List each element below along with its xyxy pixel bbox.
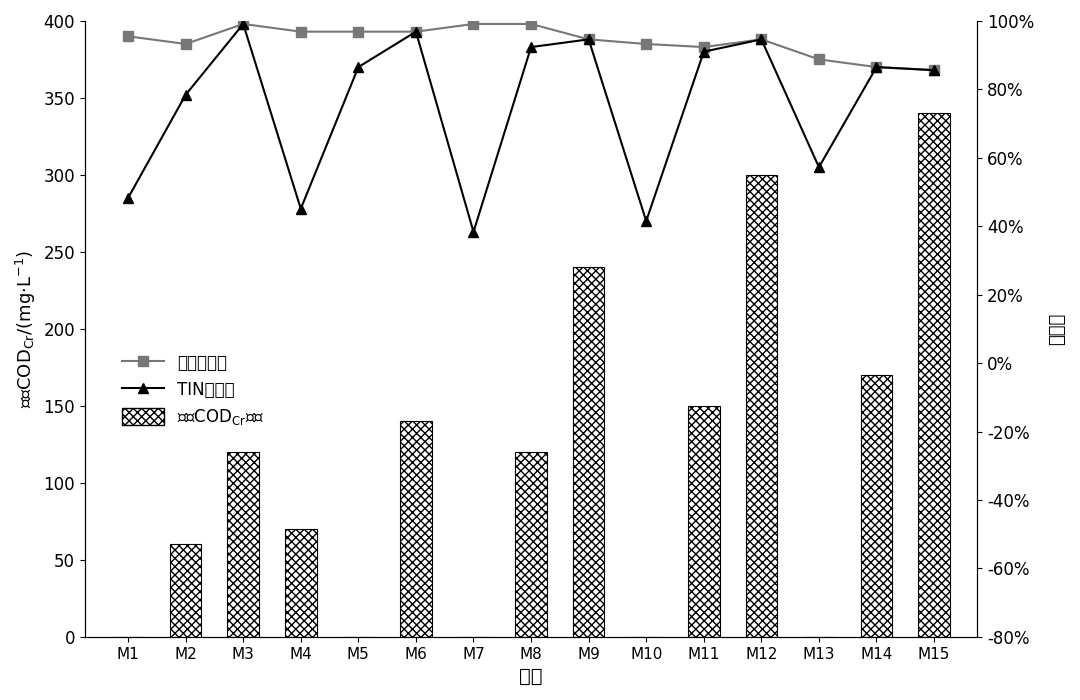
Bar <box>688 406 719 637</box>
Y-axis label: 外源$\mathregular{COD_{Cr}}$/(mg·L$^{-1}$): 外源$\mathregular{COD_{Cr}}$/(mg·L$^{-1}$) <box>14 250 38 408</box>
X-axis label: 编号: 编号 <box>519 667 543 686</box>
Bar <box>170 545 202 637</box>
Bar <box>918 113 950 637</box>
Y-axis label: 去除率: 去除率 <box>1048 313 1066 345</box>
Bar <box>400 421 432 637</box>
Bar <box>572 267 605 637</box>
Bar <box>515 452 546 637</box>
Bar <box>861 375 892 637</box>
Bar <box>285 529 316 637</box>
Bar <box>745 175 778 637</box>
Bar <box>228 452 259 637</box>
Legend: 氨氮去除率, TIN去除率, 外投$\mathregular{COD_{Cr}}$浓度: 氨氮去除率, TIN去除率, 外投$\mathregular{COD_{Cr}}… <box>116 347 271 433</box>
